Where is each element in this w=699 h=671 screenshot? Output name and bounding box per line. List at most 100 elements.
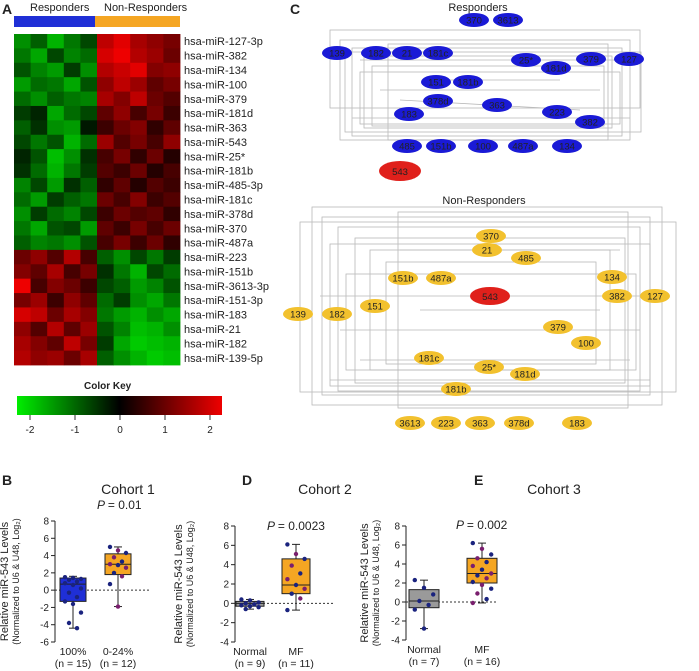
network-node-shape (472, 243, 502, 257)
data-point (243, 601, 248, 606)
heatmap-cell (97, 177, 114, 193)
panel-letter-d: D (242, 472, 252, 488)
heatmap-cell (97, 48, 114, 64)
data-point (62, 599, 68, 604)
heatmap-cell (163, 221, 181, 236)
network-node-shape (597, 270, 627, 284)
heatmap-cell (146, 192, 164, 208)
y-tick-label: -6 (40, 638, 49, 649)
heatmap-cell (146, 221, 164, 236)
heatmap-cell (30, 264, 48, 280)
heatmap-cell (146, 206, 164, 222)
panel-letter-b: B (2, 472, 12, 488)
network-node-label: 127 (647, 292, 663, 303)
color-key-tick-label: 1 (162, 425, 168, 436)
network-node-label: 151 (367, 302, 383, 313)
heatmap-cell (63, 34, 81, 49)
data-point (115, 548, 121, 553)
network-node-shape (453, 75, 483, 89)
data-point (239, 603, 244, 608)
network-node: 127 (640, 289, 670, 303)
y-tick-label: 6 (43, 534, 49, 545)
network-node-label: 487a (430, 274, 452, 285)
y-tick-label: 8 (223, 522, 229, 533)
network-edge (397, 211, 629, 409)
data-point (252, 602, 257, 607)
heatmap-cell (97, 149, 114, 164)
network-node-shape (474, 360, 504, 374)
heatmap-cell (163, 350, 181, 366)
network-node-shape (465, 416, 495, 430)
network-node-shape (510, 367, 540, 381)
heatmap-cell (146, 336, 164, 352)
heatmap-cell (113, 235, 131, 251)
heatmap-cell (113, 91, 131, 107)
data-point (289, 563, 294, 568)
heatmap-cell (113, 105, 131, 121)
heatmap-cell (63, 192, 81, 208)
network-node: 151b (426, 139, 456, 153)
heatmap-cell (113, 163, 131, 179)
heatmap-cell (130, 221, 148, 236)
network-edge (371, 65, 605, 127)
heatmap-cell (97, 278, 114, 294)
chart-title: Cohort 2 (298, 481, 352, 497)
heatmap-cell (130, 264, 148, 280)
network-node-shape (283, 307, 313, 321)
heatmap-cell (80, 62, 98, 78)
heatmap-cell (63, 321, 81, 337)
network-edge (344, 51, 642, 133)
network-node-shape (493, 13, 523, 27)
network-node-shape (423, 46, 453, 60)
heatmap-cell (163, 249, 181, 265)
heatmap-cell (63, 293, 81, 308)
category-label: Normal (233, 646, 267, 658)
heatmap-cell (146, 134, 164, 150)
y-tick-label: -4 (40, 620, 49, 631)
category-label: MF (288, 646, 303, 658)
heatmap-cell (113, 77, 131, 92)
network-node-label: 181d (545, 64, 566, 75)
network-node-shape (360, 299, 390, 313)
heatmap-row-label: hsa-miR-127-3p (184, 36, 263, 48)
heatmap-cell (97, 91, 114, 107)
network-node-shape (614, 52, 644, 66)
data-point (115, 604, 121, 609)
heatmap-cell (80, 77, 98, 92)
network-edge (329, 29, 641, 109)
heatmap-row-label: hsa-miR-151-3p (184, 295, 263, 307)
heatmap-cell (113, 62, 131, 78)
network-node-label: 127 (621, 55, 637, 66)
heatmap-cell (30, 134, 48, 150)
network-edge (387, 43, 609, 141)
color-key-title: Color Key (84, 381, 132, 392)
network-node-shape (543, 320, 573, 334)
network-node-shape (511, 53, 541, 67)
heatmap-cell (30, 163, 48, 179)
y-tick-label: -4 (391, 636, 400, 647)
heatmap-row-label: hsa-miR-181c (184, 195, 253, 207)
network-node: 370 (476, 229, 506, 243)
network-node-shape (421, 75, 451, 89)
heatmap-cell (14, 48, 31, 64)
network-node-label: 182 (329, 310, 345, 321)
network-node: 100 (468, 139, 498, 153)
p-value-symbol: P (97, 498, 108, 512)
network-node: 134 (552, 139, 582, 153)
network-edge (311, 206, 663, 406)
network-node-label: 134 (604, 273, 620, 284)
data-point (115, 562, 121, 568)
heatmap-cell (113, 177, 131, 193)
heatmap-cell (14, 235, 31, 251)
heatmap-cell (14, 206, 31, 222)
heatmap-cell (113, 321, 131, 337)
heatmap-row-label: hsa-miR-139-5p (184, 353, 263, 365)
color-key-tick-label: 0 (117, 425, 123, 436)
network-node-shape (508, 139, 538, 153)
heatmap-cell (113, 221, 131, 236)
data-point (285, 577, 290, 582)
color-key-tick-label: -2 (26, 425, 35, 436)
data-point (74, 594, 80, 600)
heatmap-cell (163, 120, 181, 136)
